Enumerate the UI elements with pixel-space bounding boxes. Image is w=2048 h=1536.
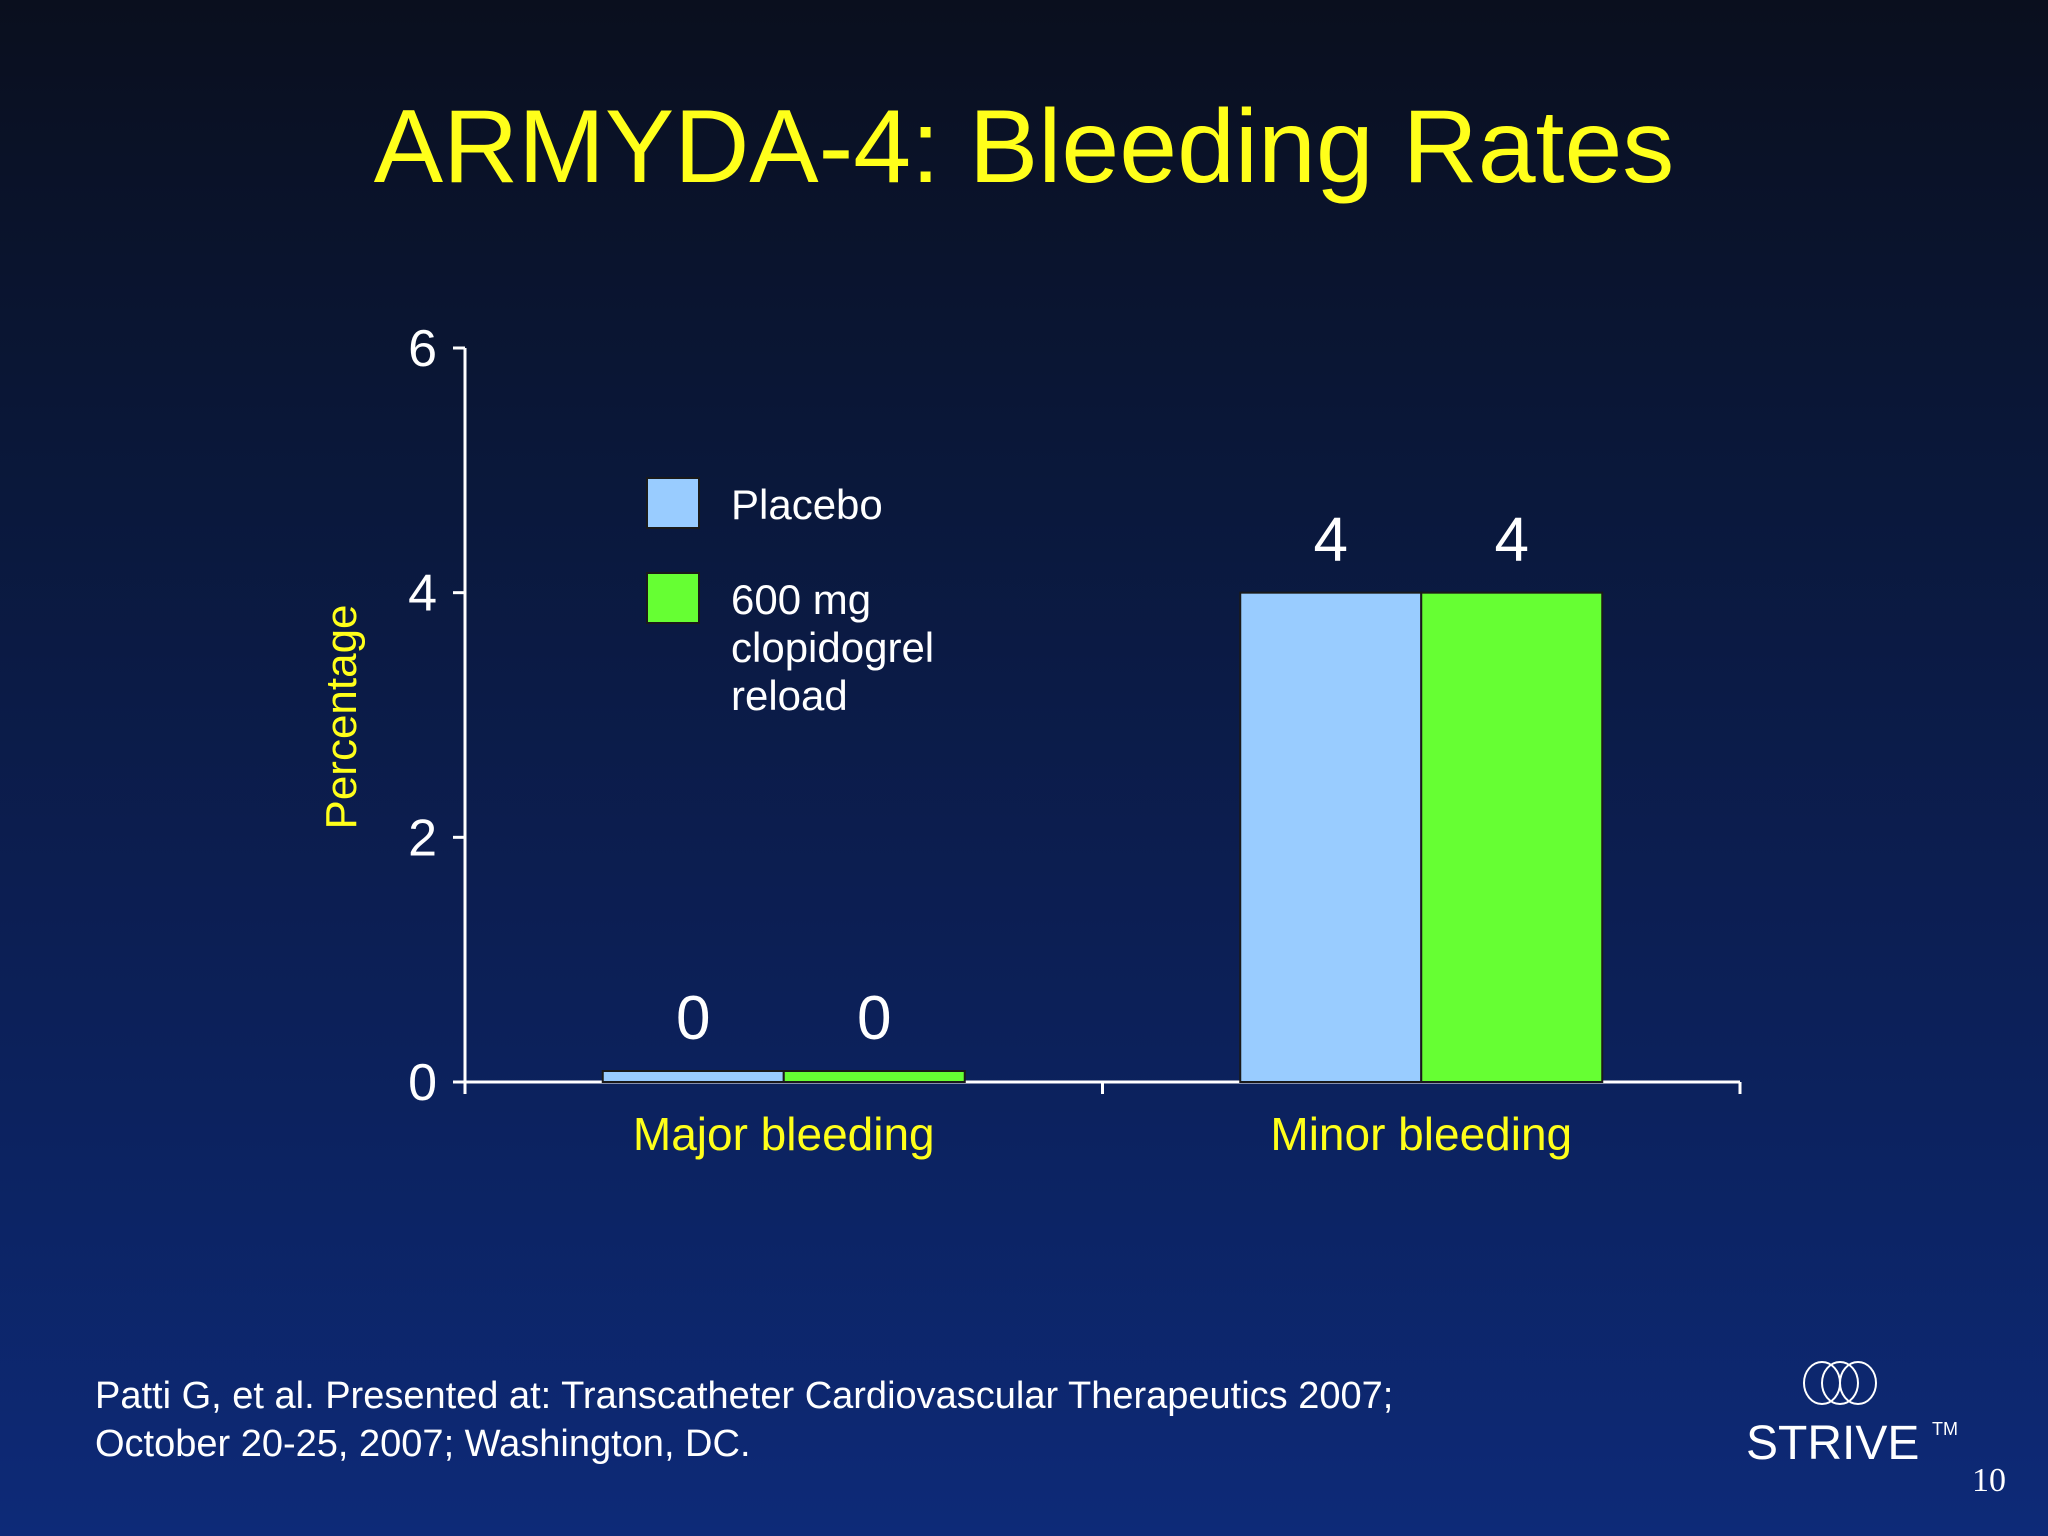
legend-label: Placebo bbox=[731, 481, 883, 528]
legend-label: reload bbox=[731, 672, 848, 719]
legend-label: clopidogrel bbox=[731, 624, 934, 671]
rings-icon bbox=[1803, 1361, 1877, 1405]
footnote-line-1: Patti G, et al. Presented at: Transcathe… bbox=[95, 1375, 1394, 1417]
page-number: 10 bbox=[1972, 1462, 2006, 1499]
data-label: 0 bbox=[857, 984, 891, 1053]
legend-label: 600 mg bbox=[731, 576, 871, 623]
y-tick-label: 2 bbox=[408, 809, 437, 867]
x-category-label: Major bleeding bbox=[633, 1108, 935, 1160]
slide-title: ARMYDA-4: Bleeding Rates bbox=[373, 89, 1675, 205]
y-tick-label: 6 bbox=[408, 320, 437, 378]
data-label: 4 bbox=[1495, 506, 1529, 575]
strive-logo: STRIVE TM bbox=[1740, 1350, 1980, 1470]
bar bbox=[1420, 591, 1604, 1084]
y-tick-label: 0 bbox=[408, 1054, 437, 1112]
bar bbox=[1239, 591, 1423, 1084]
bar bbox=[782, 1070, 966, 1083]
x-category-label: Minor bleeding bbox=[1270, 1108, 1572, 1160]
legend-swatch bbox=[646, 572, 700, 624]
logo-text: STRIVE bbox=[1746, 1417, 1920, 1470]
footnote-line-2: October 20-25, 2007; Washington, DC. bbox=[95, 1423, 751, 1465]
footnote: Patti G, et al. Presented at: Transcathe… bbox=[95, 1372, 1393, 1468]
y-axis-label: Percentage bbox=[317, 604, 366, 829]
data-label: 4 bbox=[1314, 506, 1348, 575]
legend-swatch bbox=[646, 477, 700, 529]
bar bbox=[601, 1070, 785, 1083]
y-tick-label: 4 bbox=[408, 565, 437, 623]
data-label: 0 bbox=[676, 984, 710, 1053]
logo-trademark: TM bbox=[1932, 1419, 1958, 1439]
